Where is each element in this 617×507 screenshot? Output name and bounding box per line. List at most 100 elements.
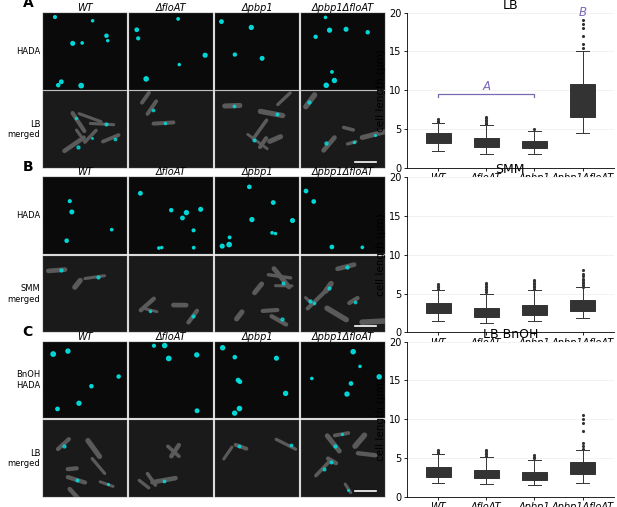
Point <box>154 244 164 252</box>
Text: A: A <box>482 80 491 93</box>
Point <box>329 77 339 85</box>
Point <box>349 138 359 146</box>
PathPatch shape <box>426 303 450 313</box>
Point <box>101 120 110 128</box>
PathPatch shape <box>426 467 450 477</box>
Point <box>74 399 84 407</box>
Y-axis label: LB
merged: LB merged <box>7 120 40 139</box>
Point <box>59 442 69 450</box>
Point <box>160 119 170 127</box>
Title: SMM: SMM <box>495 163 525 176</box>
Point <box>323 284 333 292</box>
Point <box>244 183 254 191</box>
Point <box>281 389 291 397</box>
Point <box>308 197 318 205</box>
PathPatch shape <box>570 462 595 474</box>
Point <box>62 237 72 245</box>
Point <box>72 497 82 505</box>
PathPatch shape <box>522 141 547 149</box>
Point <box>67 208 77 216</box>
Point <box>327 68 337 76</box>
Text: A: A <box>23 0 33 10</box>
Point <box>268 199 278 207</box>
Y-axis label: LB
merged: LB merged <box>7 449 40 468</box>
Title: Δpbp1: Δpbp1 <box>241 332 273 342</box>
Y-axis label: cell length (μm): cell length (μm) <box>376 49 386 132</box>
Point <box>230 409 239 417</box>
Point <box>230 51 240 59</box>
Title: WT: WT <box>78 167 93 177</box>
Point <box>48 350 58 358</box>
Point <box>103 480 113 488</box>
Point <box>164 354 173 363</box>
Point <box>159 477 169 485</box>
Point <box>160 342 170 350</box>
Point <box>50 13 60 21</box>
Point <box>246 23 256 31</box>
Y-axis label: cell length (μm): cell length (μm) <box>376 378 386 461</box>
Point <box>273 110 283 118</box>
PathPatch shape <box>570 84 595 118</box>
Point <box>175 60 184 68</box>
Point <box>77 82 86 90</box>
Title: Δpbp1ΔfloAT: Δpbp1ΔfloAT <box>312 332 374 342</box>
Point <box>342 263 352 271</box>
Title: WT: WT <box>78 3 93 13</box>
Y-axis label: HADA: HADA <box>16 211 40 220</box>
PathPatch shape <box>474 308 499 317</box>
Point <box>114 373 123 381</box>
Point <box>167 206 176 214</box>
Point <box>56 266 66 274</box>
Point <box>225 233 234 241</box>
Y-axis label: cell length (μm): cell length (μm) <box>376 213 386 296</box>
Point <box>189 226 199 234</box>
Point <box>77 39 87 47</box>
Point <box>188 312 198 320</box>
Point <box>73 142 83 151</box>
Title: WT: WT <box>78 332 93 342</box>
Point <box>267 229 277 237</box>
Point <box>88 17 97 25</box>
Point <box>217 18 226 26</box>
Title: Δpbp1ΔfloAT: Δpbp1ΔfloAT <box>312 3 374 13</box>
Point <box>305 297 315 305</box>
Point <box>247 215 257 224</box>
PathPatch shape <box>522 305 547 315</box>
Point <box>196 205 205 213</box>
Title: ΔfloAT: ΔfloAT <box>156 167 186 177</box>
Point <box>218 344 228 352</box>
Point <box>249 136 259 144</box>
Point <box>230 353 240 361</box>
PathPatch shape <box>474 138 499 147</box>
Point <box>157 243 167 251</box>
Point <box>288 216 297 225</box>
Point <box>110 135 120 143</box>
Title: LB: LB <box>503 0 518 12</box>
Point <box>235 378 245 386</box>
Point <box>149 342 159 350</box>
Point <box>53 81 63 89</box>
Text: B: B <box>23 160 33 174</box>
Title: Δpbp1: Δpbp1 <box>241 3 273 13</box>
Point <box>304 97 314 105</box>
Point <box>217 242 227 250</box>
Title: ΔfloAT: ΔfloAT <box>156 332 186 342</box>
Point <box>200 51 210 59</box>
Point <box>65 197 75 205</box>
Point <box>63 347 73 355</box>
Point <box>68 40 78 48</box>
Title: LB BnOH: LB BnOH <box>482 328 538 341</box>
Point <box>342 390 352 398</box>
Point <box>107 226 117 234</box>
Title: ΔfloAT: ΔfloAT <box>156 3 186 13</box>
Point <box>370 131 379 139</box>
Point <box>337 430 347 438</box>
Point <box>181 208 191 216</box>
Point <box>311 33 321 41</box>
Y-axis label: SMM
merged: SMM merged <box>7 284 40 304</box>
Point <box>325 26 334 34</box>
Point <box>230 102 239 110</box>
Point <box>321 81 331 89</box>
Point <box>234 442 244 450</box>
Point <box>277 315 287 323</box>
